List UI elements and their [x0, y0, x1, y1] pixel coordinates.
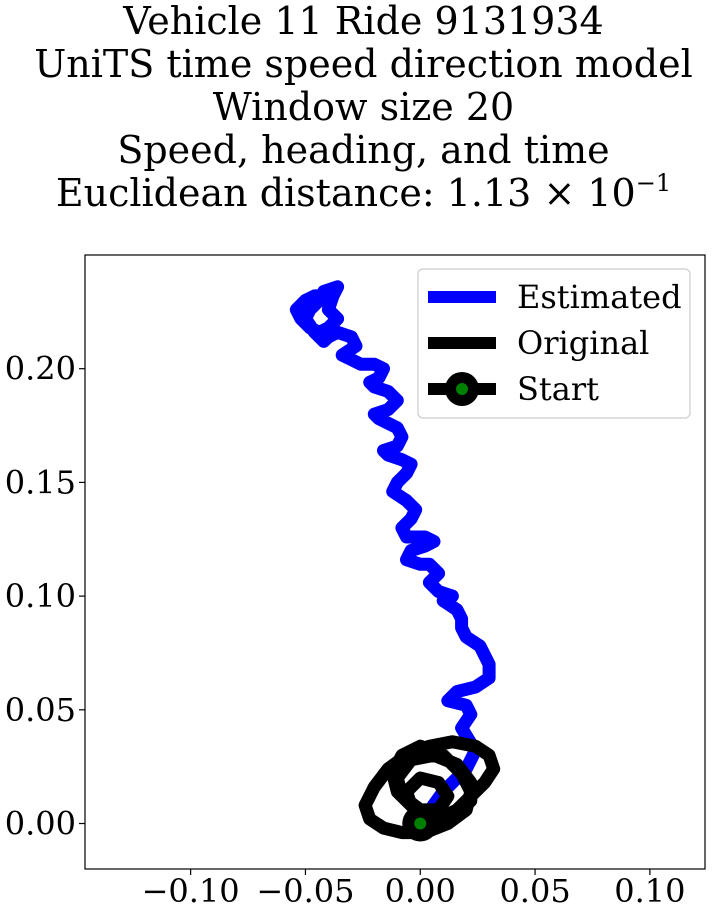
legend: Estimated Original Start — [417, 268, 691, 419]
legend-label-estimated: Estimated — [517, 278, 682, 316]
y-tick-label: 0.00 — [5, 805, 76, 843]
series-original-line — [358, 735, 501, 840]
start-marker — [414, 817, 427, 830]
y-tick-label: 0.05 — [5, 691, 76, 729]
title-line-window: Window size 20 — [212, 85, 515, 129]
plot-frame — [84, 254, 706, 870]
metric-prefix: Euclidean distance: — [55, 171, 447, 215]
legend-label-original: Original — [517, 324, 649, 362]
y-tick-label: 0.20 — [5, 350, 76, 388]
x-tick-label: 0.10 — [614, 872, 685, 910]
series-estimated-line — [289, 280, 496, 830]
title-line-features: Speed, heading, and time — [117, 128, 610, 172]
title-line-metric: Euclidean distance: 1.13 × 10−1 — [0, 169, 727, 215]
x-tick-label: 0.00 — [385, 872, 456, 910]
metric-base: 10 — [587, 171, 636, 215]
x-tick-label: −0.05 — [256, 872, 354, 910]
x-tick-label: −0.10 — [142, 872, 240, 910]
metric-exponent: −1 — [635, 169, 672, 197]
y-tick-label: 0.15 — [5, 463, 76, 501]
metric-mantissa: 1.13 — [446, 171, 532, 215]
chart-title: Vehicle 11 Ride 9131934 UniTS time speed… — [0, 0, 727, 215]
title-line-vehicle: Vehicle 11 Ride 9131934 — [123, 0, 604, 43]
legend-label-start: Start — [517, 370, 599, 408]
title-line-model: UniTS time speed direction model — [34, 42, 693, 86]
x-tick-label: 0.05 — [499, 872, 570, 910]
legend-box — [417, 268, 691, 419]
y-tick-label: 0.10 — [5, 577, 76, 615]
metric-times: × — [543, 171, 576, 215]
legend-start-marker — [456, 383, 468, 395]
